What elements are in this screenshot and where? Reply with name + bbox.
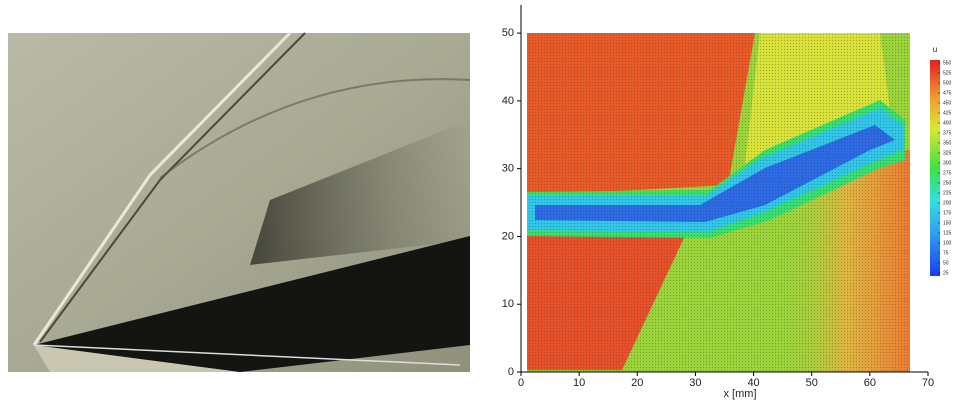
colorbar-tick-label: 300	[943, 160, 952, 166]
colorbar-tick-label: 100	[943, 240, 952, 246]
colorbar-tick-label: 350	[943, 140, 952, 146]
photo	[8, 33, 470, 372]
x-tick-label: 50	[806, 377, 818, 389]
x-tick-label: 0	[518, 377, 524, 389]
y-tick-label: 50	[502, 27, 514, 39]
y-tick-label: 40	[502, 95, 514, 107]
colorbar: u 25 50 75 100 125 150 175 200 225 250 275 300 325 35…	[930, 45, 952, 276]
colorbar-tick-label: 275	[943, 170, 952, 176]
colorbar-title: u	[933, 45, 937, 54]
colorbar-tick-label: 375	[943, 130, 952, 136]
colorbar-tick-label: 475	[943, 90, 952, 96]
colorbar-tick-label: 175	[943, 210, 952, 216]
x-tick-label: 70	[922, 377, 934, 389]
y-tick-label: 20	[502, 230, 514, 242]
colorbar-tick-label: 525	[943, 70, 952, 76]
colorbar-tick-label: 200	[943, 200, 952, 206]
y-tick-label: 0	[508, 366, 514, 378]
colorbar-tick-label: 125	[943, 230, 952, 236]
colorbar-tick-label: 425	[943, 110, 952, 116]
colorbar-tick-label: 500	[943, 80, 952, 86]
x-tick-label: 60	[864, 377, 876, 389]
contour-field	[527, 33, 910, 372]
colorbar-tick-label: 50	[943, 260, 949, 266]
colorbar-tick-label: 550	[943, 60, 952, 66]
figure: x [mm] u 2550751001251501752002252502753…	[0, 0, 957, 404]
x-tick-label: 30	[689, 377, 701, 389]
x-axis-label: x [mm]	[724, 388, 757, 400]
y-tick-label: 10	[502, 298, 514, 310]
colorbar-tick-label: 75	[943, 250, 949, 256]
colorbar-tick-label: 150	[943, 220, 952, 226]
colorbar-tick-label: 225	[943, 190, 952, 196]
colorbar-tick-label: 400	[943, 120, 952, 126]
y-tick-label: 30	[502, 163, 514, 175]
x-tick-label: 10	[573, 377, 585, 389]
x-tick-label: 20	[631, 377, 643, 389]
colorbar-tick-label: 325	[943, 150, 952, 156]
colorbar-tick-label: 250	[943, 180, 952, 186]
colorbar-tick-label: 450	[943, 100, 952, 106]
colorbar-tick-label: 25	[943, 270, 949, 276]
x-tick-label: 40	[747, 377, 759, 389]
